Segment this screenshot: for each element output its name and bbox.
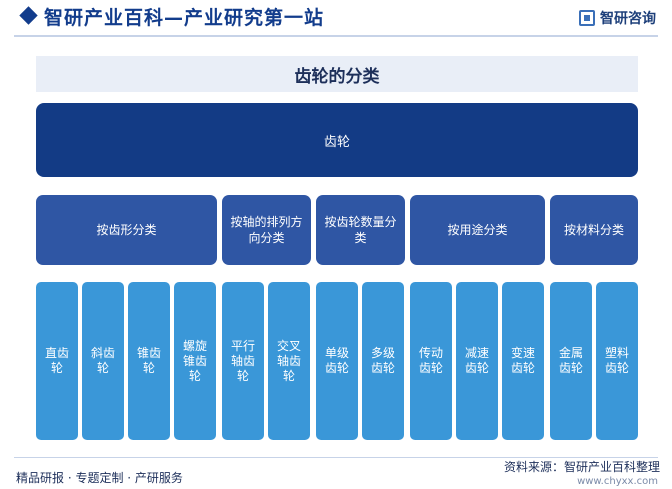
leaf-node: 单级齿轮 [316, 282, 358, 440]
brand-logo-icon [579, 10, 595, 26]
header-title: 智研产业百科—产业研究第一站 [44, 7, 325, 29]
leaf-node: 传动齿轮 [410, 282, 452, 440]
brand-logo-text: 智研咨询 [600, 11, 656, 27]
footer-url: www.chyxx.com [577, 476, 658, 487]
leaf-node: 减速齿轮 [456, 282, 498, 440]
category-node: 按用途分类 [410, 195, 545, 265]
leaf-node: 斜齿轮 [82, 282, 124, 440]
diagram-title: 齿轮的分类 [294, 66, 380, 87]
leaf-node: 平行轴齿轮 [222, 282, 264, 440]
footer-divider [14, 457, 658, 458]
footer-source: 资料来源：智研产业百科整理 [503, 460, 660, 474]
brand-logo: 智研咨询 [579, 8, 656, 28]
footer-tagline: 精品研报 · 专题定制 · 产研服务 [16, 471, 183, 485]
leaf-node: 金属齿轮 [550, 282, 592, 440]
header-divider [14, 35, 658, 37]
leaf-node: 变速齿轮 [502, 282, 544, 440]
leaf-node: 塑料齿轮 [596, 282, 638, 440]
leaf-node: 螺旋锥齿轮 [174, 282, 216, 440]
page-header: 智研产业百科—产业研究第一站 智研咨询 [0, 0, 672, 37]
leaf-node: 锥齿轮 [128, 282, 170, 440]
diagram-title-band: 齿轮的分类 [36, 56, 638, 92]
category-node: 按齿轮数量分类 [316, 195, 405, 265]
category-node: 按材料分类 [550, 195, 638, 265]
root-node: 齿轮 [36, 103, 638, 177]
leaf-node: 多级齿轮 [362, 282, 404, 440]
diamond-icon [19, 6, 38, 25]
category-node: 按齿形分类 [36, 195, 217, 265]
category-node: 按轴的排列方向分类 [222, 195, 311, 265]
leaf-node: 交叉轴齿轮 [268, 282, 310, 440]
leaf-node: 直齿轮 [36, 282, 78, 440]
